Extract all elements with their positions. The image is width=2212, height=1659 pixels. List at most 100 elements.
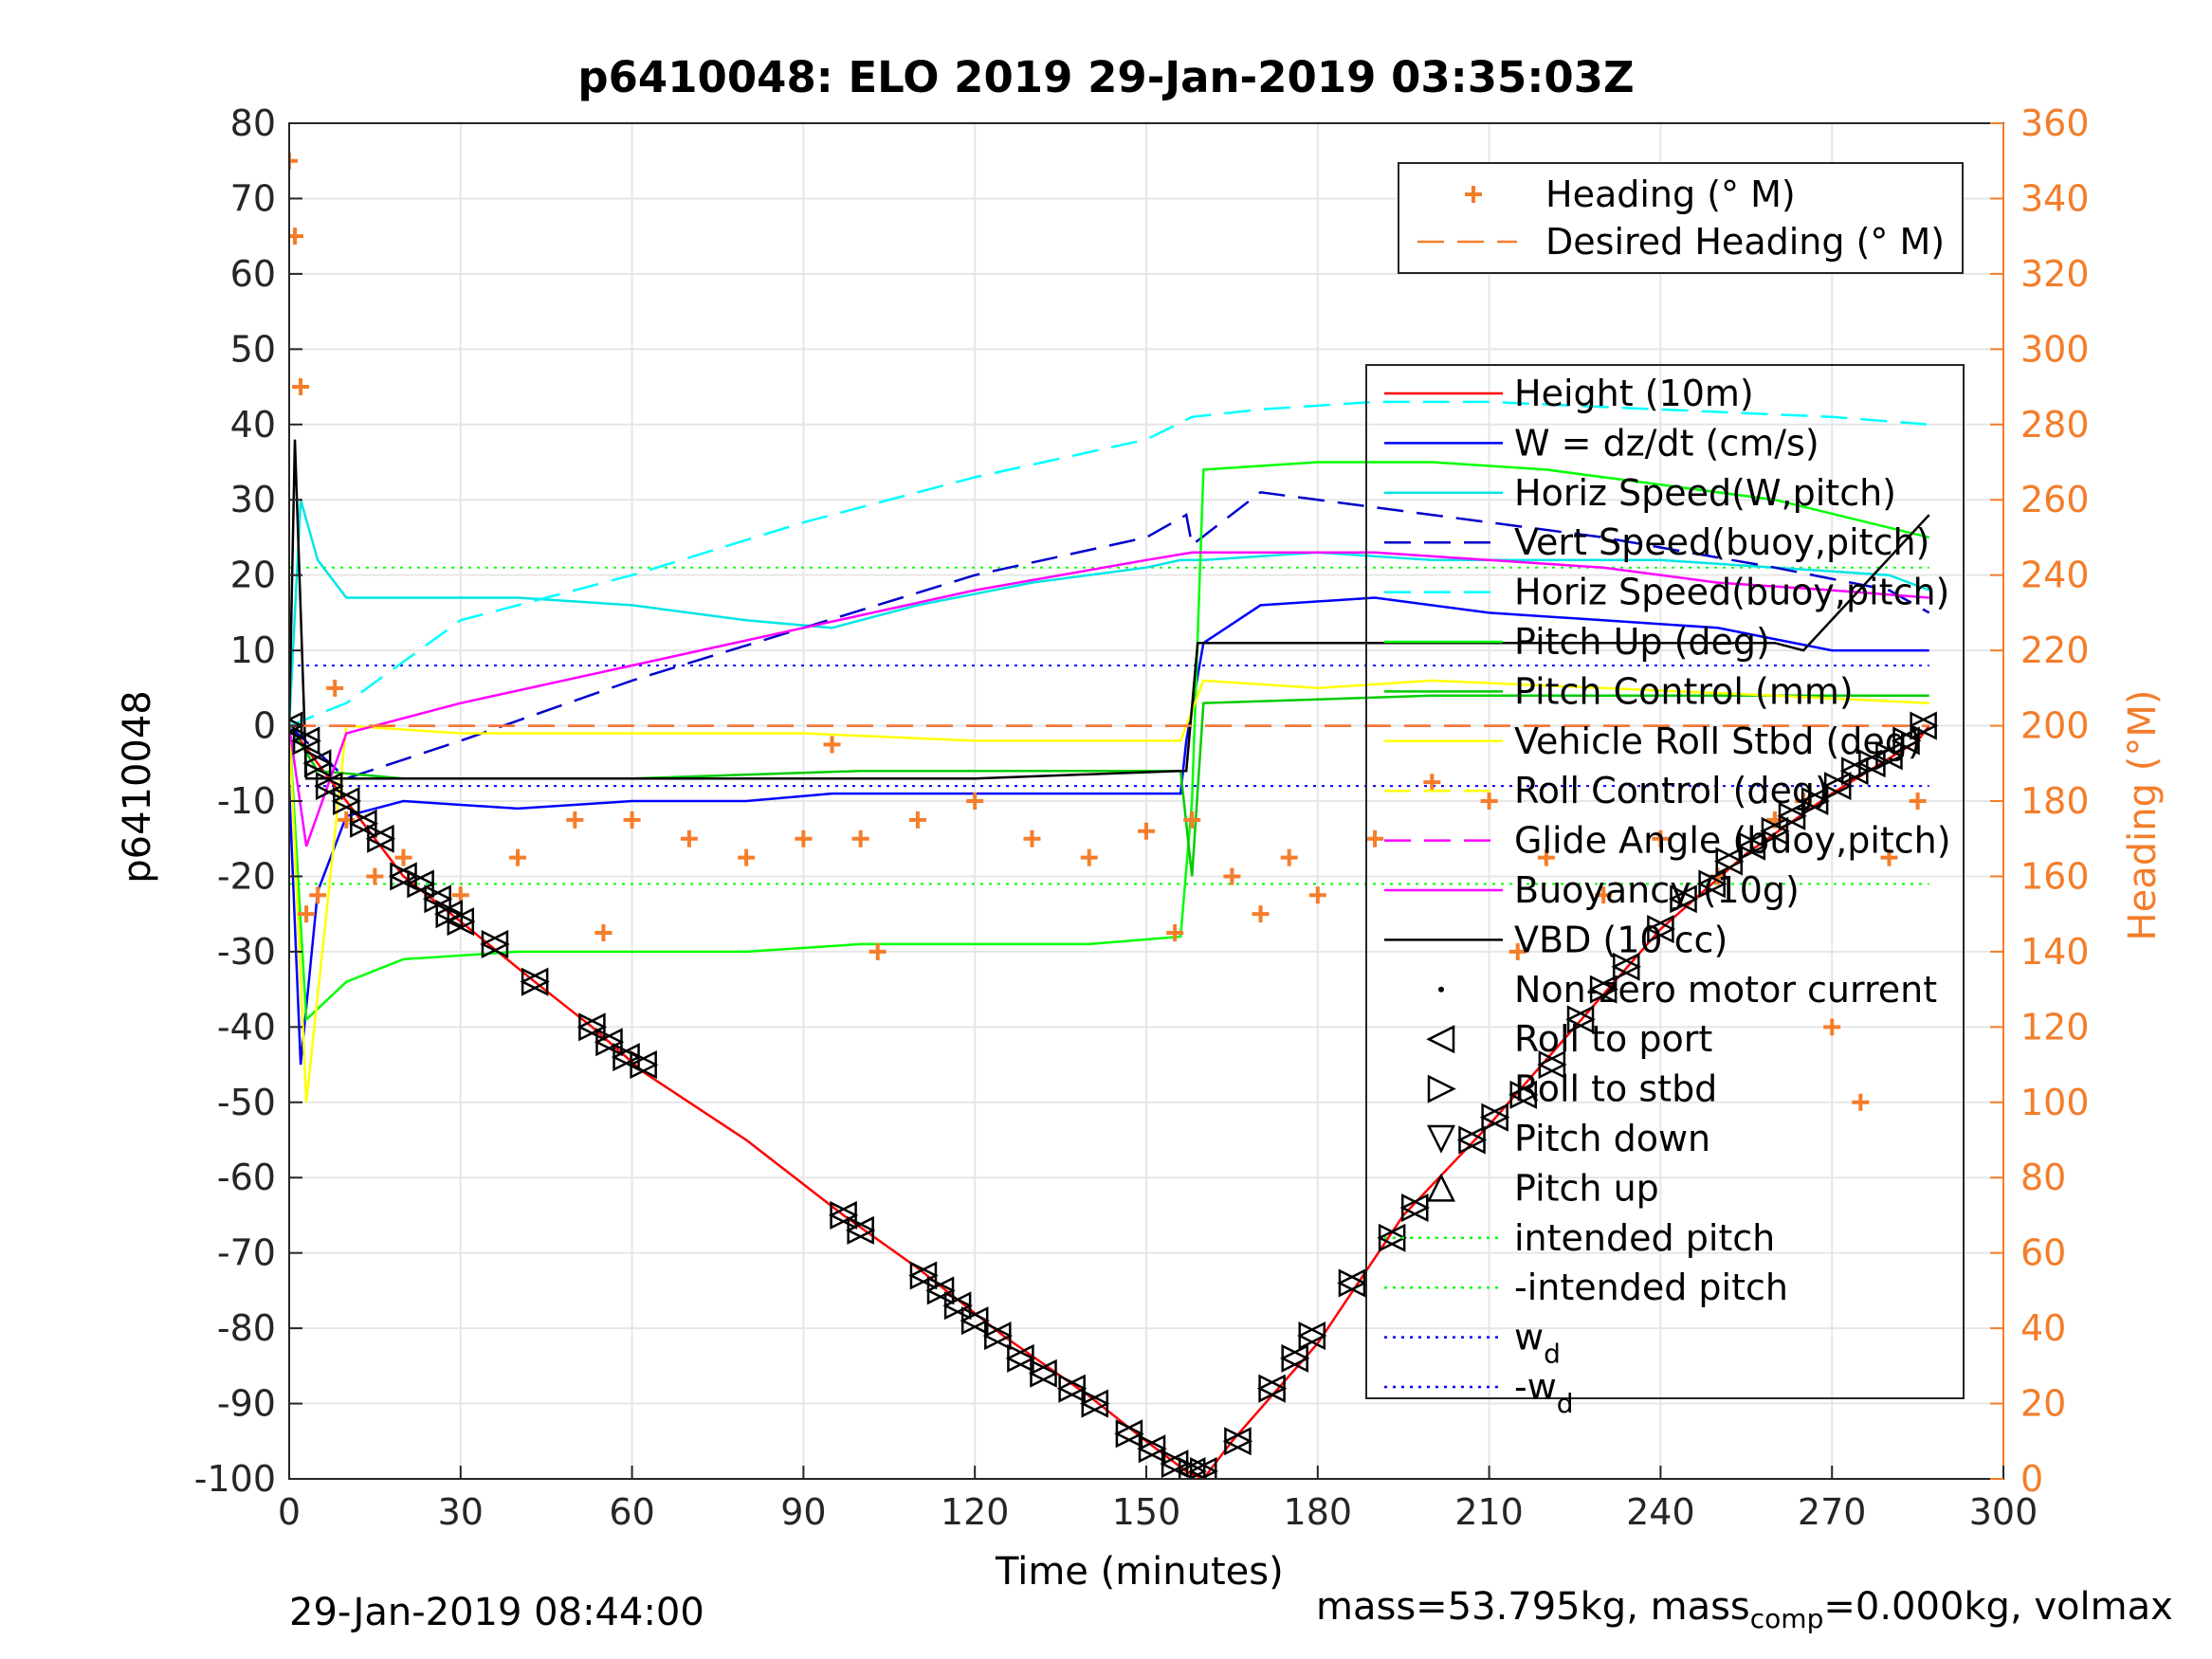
legend-swatch-dot [1438,986,1444,993]
heading-point [366,867,384,885]
legend-subscript: d [1557,1388,1574,1419]
roll-stbd-marker [984,1322,1014,1351]
y-axis-label-left: p6410048 [116,690,159,884]
roll-stbd-marker [1761,816,1790,846]
roll-stbd-marker [1823,772,1854,801]
x-tick-label: 30 [438,1491,484,1533]
roll-stbd-marker [350,809,379,838]
markers-group [289,711,1939,1479]
y-right-tick-label: 120 [2020,1006,2090,1048]
legend-swatch-triangle [1426,1025,1455,1054]
heading-point [823,736,841,754]
roll-stbd-marker [1538,1050,1567,1080]
heading-point [868,942,887,960]
y-right-tick-label: 80 [2020,1157,2066,1198]
x-tick-label: 150 [1112,1491,1181,1533]
y-tick-label: 40 [230,404,276,446]
y-tick-label: -30 [217,931,276,973]
roll-stbd-marker [1007,1343,1036,1373]
heading-point [1595,886,1613,904]
roll-stbd-marker [292,726,321,756]
roll-stbd-marker [909,1261,939,1290]
legend-main-label: Pitch Control (mm) [1514,670,1854,712]
legend-heading: Heading (° M) Desired Heading (° M) [1398,162,1964,274]
y-right-tick-label: 340 [2020,177,2090,219]
roll-stbd-marker [1509,1080,1539,1109]
y-right-tick-label: 300 [2020,328,2090,370]
heading-point [1252,905,1270,923]
roll-stbd-marker [1401,1193,1431,1223]
legend-main-box [1365,364,1965,1399]
legend-main-label: Glide Angle (buoy,pitch) [1514,820,1951,862]
heading-point [1537,848,1555,866]
series-pitch-up-deg [289,461,1929,1023]
heading-point [1280,848,1298,866]
legend-main-label: Roll to port [1514,1018,1712,1060]
legend-main-label: Height (10m) [1514,373,1754,414]
legend-main-label: Pitch Up (deg) [1514,621,1770,663]
heading-point [594,924,612,942]
roll-stbd-marker [1058,1374,1088,1403]
y-right-tick-label: 360 [2020,102,2090,144]
legend-main-label: Horiz Speed(buoy,pitch) [1514,572,1949,613]
y-axis-left: -100-90-80-70-60-50-40-30-20-10010203040… [194,102,302,1500]
roll-stbd-marker [333,786,362,816]
roll-stbd-marker [847,1215,876,1245]
roll-stbd-marker [943,1291,973,1321]
heading-point [298,905,316,923]
legend-main-label: intended pitch [1514,1217,1775,1259]
roll-stbd-marker [1715,847,1745,876]
heading-point [738,848,756,866]
x-tick-label: 120 [941,1491,1010,1533]
y-right-tick-label: 280 [2020,404,2090,446]
heading-point [1852,1093,1870,1111]
y-right-tick-label: 140 [2020,931,2090,973]
y-tick-label: 10 [230,629,276,671]
footer-mass-part1: mass=53.795kg, mass [1316,1585,1750,1629]
heading-point [908,811,926,829]
legend-heading-marker [1465,186,1482,203]
y-tick-label: 20 [230,555,276,596]
roll-stbd-marker [578,1012,608,1042]
series-vert-speed-buoy-pitch [289,490,1930,780]
y-tick-label: -20 [217,855,276,897]
footer-mass-part2: =0.000kg, volmax [1823,1585,2173,1629]
heading-point [1366,830,1384,848]
roll-stbd-marker [1589,975,1618,1004]
roll-stbd-marker [1115,1419,1144,1449]
y-right-tick-label: 40 [2020,1307,2066,1349]
heading-point [566,811,584,829]
y-right-tick-label: 240 [2020,555,2090,596]
roll-stbd-marker [367,824,396,853]
y-tick-label: -100 [194,1458,276,1500]
heading-point [1823,1018,1841,1036]
roll-stbd-marker [1801,786,1830,816]
y-tick-label: -50 [217,1082,276,1123]
y-tick-label: 60 [230,253,276,295]
x-tick-label: 60 [609,1491,654,1533]
roll-stbd-marker [1910,711,1939,740]
heading-point [1023,830,1041,848]
y-right-tick-label: 0 [2020,1458,2043,1500]
roll-stbd-marker [1281,1343,1310,1373]
roll-stbd-marker [1081,1389,1110,1418]
heading-point [623,811,641,829]
roll-stbd-marker [1670,884,1699,914]
y-tick-label: 70 [230,177,276,219]
x-tick-label: 0 [278,1491,301,1533]
roll-stbd-marker [1298,1322,1327,1351]
legend-swatch-triangle [1427,1074,1456,1103]
legend-heading-box [1398,162,1964,274]
y-tick-label: -90 [217,1383,276,1425]
roll-stbd-marker [1481,1103,1510,1132]
legend-subscript: d [1544,1339,1561,1370]
roll-stbd-marker [1338,1268,1367,1298]
heading-point [1308,886,1326,904]
roll-stbd-marker [1161,1449,1190,1479]
y-tick-label: -80 [217,1307,276,1349]
legend-swatch-triangle [1426,1173,1456,1202]
y-right-tick-label: 320 [2020,253,2090,295]
legend-main-label: Vert Speed(buoy,pitch) [1514,521,1929,563]
legend-main-label: Non-zero motor current [1514,969,1937,1011]
